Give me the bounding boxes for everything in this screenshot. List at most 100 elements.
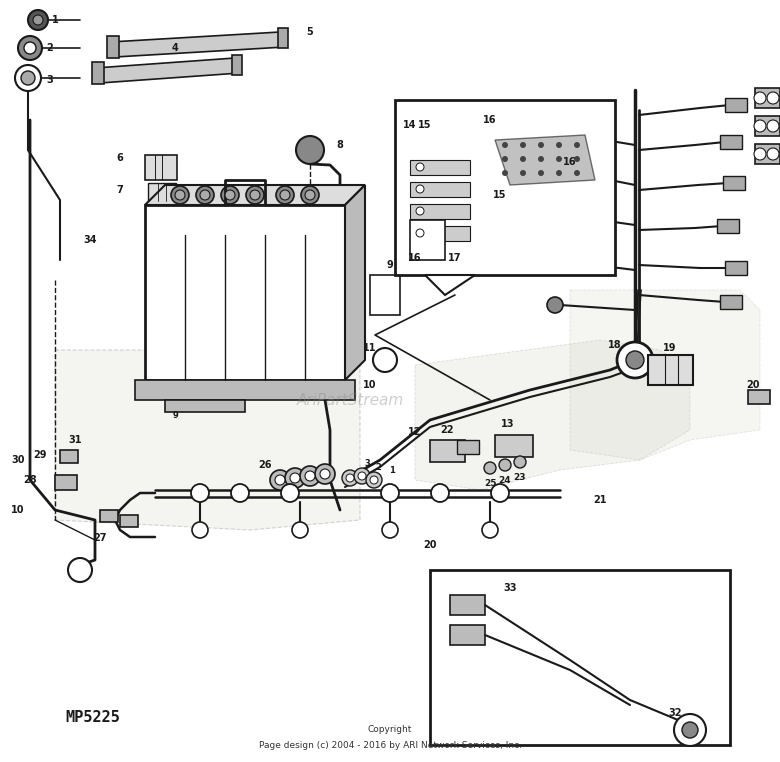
Circle shape	[502, 142, 508, 148]
Text: 28: 28	[23, 475, 37, 485]
Circle shape	[275, 475, 285, 485]
Circle shape	[285, 468, 305, 488]
Circle shape	[562, 127, 578, 143]
Text: 9: 9	[172, 411, 178, 420]
Text: 1: 1	[389, 466, 395, 475]
Text: 8: 8	[336, 140, 343, 150]
Text: 16: 16	[563, 157, 576, 167]
Circle shape	[556, 170, 562, 176]
Bar	[430, 440, 465, 462]
Circle shape	[296, 136, 324, 164]
Text: 23: 23	[514, 472, 526, 482]
Bar	[135, 380, 355, 400]
Bar	[725, 261, 747, 275]
Bar	[145, 155, 177, 180]
Bar	[395, 100, 615, 275]
Circle shape	[246, 186, 264, 204]
Bar	[232, 55, 242, 75]
Text: 34: 34	[83, 235, 97, 245]
Circle shape	[191, 484, 209, 502]
Text: 1: 1	[51, 15, 58, 25]
Text: 22: 22	[440, 425, 454, 435]
Circle shape	[767, 120, 779, 132]
Bar	[92, 62, 104, 84]
Bar	[720, 295, 742, 309]
Circle shape	[552, 207, 568, 223]
Text: 26: 26	[258, 460, 271, 470]
Text: AriPartStream: AriPartStream	[296, 392, 403, 408]
Circle shape	[431, 484, 449, 502]
Circle shape	[538, 142, 544, 148]
Circle shape	[556, 156, 562, 162]
Text: 25: 25	[484, 479, 496, 488]
Circle shape	[33, 15, 43, 25]
Circle shape	[754, 92, 766, 104]
Bar	[720, 135, 742, 149]
Circle shape	[366, 472, 382, 488]
Circle shape	[300, 466, 320, 486]
Circle shape	[674, 714, 706, 746]
Polygon shape	[570, 290, 760, 460]
Circle shape	[221, 186, 239, 204]
Circle shape	[491, 484, 509, 502]
Text: 27: 27	[94, 533, 107, 543]
Circle shape	[358, 472, 366, 480]
Bar	[723, 176, 745, 190]
Circle shape	[270, 470, 290, 490]
Bar	[60, 450, 78, 463]
Circle shape	[617, 342, 653, 378]
Polygon shape	[55, 350, 360, 530]
Bar	[457, 440, 479, 454]
Circle shape	[767, 92, 779, 104]
Polygon shape	[425, 275, 475, 295]
Bar	[430, 570, 730, 745]
Polygon shape	[415, 340, 690, 490]
Text: 33: 33	[503, 583, 516, 593]
Circle shape	[15, 65, 41, 91]
Circle shape	[346, 474, 354, 482]
Text: 3: 3	[364, 459, 370, 468]
Circle shape	[301, 186, 319, 204]
Polygon shape	[495, 135, 595, 185]
Text: 16: 16	[408, 253, 422, 263]
Circle shape	[416, 163, 424, 171]
Text: 20: 20	[746, 380, 760, 390]
Bar	[748, 390, 770, 404]
Polygon shape	[95, 68, 100, 83]
Circle shape	[280, 190, 290, 200]
Circle shape	[231, 484, 249, 502]
Circle shape	[682, 722, 698, 738]
Text: 13: 13	[502, 419, 515, 429]
Text: 16: 16	[484, 115, 497, 125]
Circle shape	[520, 170, 526, 176]
Circle shape	[21, 71, 35, 85]
Circle shape	[305, 471, 315, 481]
Bar	[100, 510, 118, 522]
Polygon shape	[110, 32, 285, 57]
Bar	[450, 595, 485, 615]
Circle shape	[416, 185, 424, 193]
Circle shape	[574, 170, 580, 176]
Text: 5: 5	[307, 27, 314, 37]
Text: 10: 10	[11, 505, 25, 515]
Bar	[410, 204, 470, 219]
Text: 11: 11	[363, 343, 377, 353]
Text: 2: 2	[47, 43, 53, 53]
Text: 20: 20	[424, 540, 437, 550]
Bar	[107, 36, 119, 58]
Circle shape	[502, 156, 508, 162]
Bar	[725, 98, 747, 112]
Bar	[648, 355, 693, 385]
Circle shape	[416, 229, 424, 237]
Circle shape	[342, 470, 358, 486]
Circle shape	[18, 36, 42, 60]
Bar	[495, 435, 533, 457]
Circle shape	[68, 558, 92, 582]
Bar	[410, 160, 470, 175]
Circle shape	[292, 522, 308, 538]
Polygon shape	[145, 185, 365, 205]
Text: Page design (c) 2004 - 2016 by ARI Network Services, Inc.: Page design (c) 2004 - 2016 by ARI Netwo…	[258, 741, 522, 750]
Bar	[410, 226, 470, 241]
Bar	[148, 183, 176, 201]
Circle shape	[557, 164, 573, 180]
